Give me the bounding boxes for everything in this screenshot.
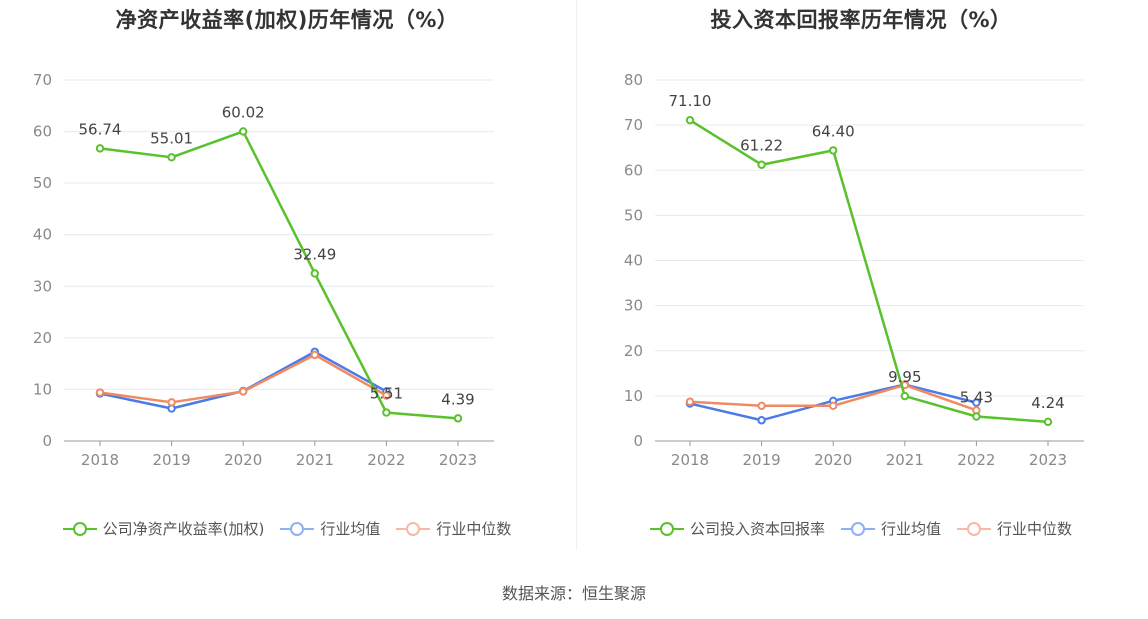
legend-line-marker-icon bbox=[840, 521, 875, 536]
chart-legend: 公司投入资本回报率 行业均值 行业中位数 bbox=[574, 518, 1148, 539]
chart-title: 投入资本回报率历年情况（%） bbox=[710, 8, 1012, 32]
legend-line-marker-icon bbox=[280, 521, 315, 536]
legend-line-marker-icon bbox=[396, 521, 431, 536]
data-label: 4.24 bbox=[1031, 394, 1064, 412]
x-tick-label: 2022 bbox=[367, 451, 405, 469]
x-tick-label: 2019 bbox=[743, 451, 781, 469]
roe-line-chart: 0 10 20 30 40 50 60 70 2018 2019 2020 2021 2022 2023 5… bbox=[33, 71, 494, 469]
legend-item-industry-avg[interactable]: 行业均值 bbox=[280, 518, 380, 539]
data-label: 55.01 bbox=[150, 129, 193, 147]
data-point bbox=[382, 391, 391, 400]
legend-label: 行业均值 bbox=[880, 520, 941, 538]
x-tick-label: 2020 bbox=[224, 451, 262, 469]
legend-line-marker-icon bbox=[957, 521, 991, 536]
y-tick-label: 40 bbox=[624, 252, 643, 270]
data-point bbox=[1043, 417, 1053, 427]
data-label: 32.49 bbox=[293, 245, 336, 263]
legend-label: 公司投入资本回报率 bbox=[689, 520, 825, 538]
x-tick-label: 2023 bbox=[439, 451, 477, 469]
roe-chart-panel: 净资产收益率(加权)历年情况（%） 0 10 20 30 40 50 60 70 2018 201… bbox=[0, 0, 574, 560]
data-point bbox=[972, 412, 981, 421]
legend-line-marker-icon bbox=[62, 521, 97, 536]
data-point bbox=[310, 269, 319, 278]
x-tick-label: 2020 bbox=[814, 451, 852, 469]
legend-item-company-roe[interactable]: 公司净资产收益率(加权) bbox=[62, 518, 265, 539]
data-point bbox=[900, 391, 909, 401]
legend-label: 公司净资产收益率(加权) bbox=[102, 520, 265, 538]
legend-item-industry-median[interactable]: 行业中位数 bbox=[957, 518, 1072, 539]
data-label: 9.95 bbox=[888, 368, 921, 386]
data-point bbox=[310, 350, 319, 360]
roic-chart-panel: 投入资本回报率历年情况（%） 0 10 20 30 40 50 60 70 80 2018 2019… bbox=[574, 0, 1148, 560]
data-point bbox=[167, 398, 176, 407]
data-label: 61.22 bbox=[740, 137, 783, 155]
data-point bbox=[757, 401, 766, 411]
data-label: 64.40 bbox=[812, 122, 855, 140]
legend-item-industry-avg[interactable]: 行业均值 bbox=[840, 518, 941, 539]
y-tick-label: 20 bbox=[624, 342, 643, 360]
data-point bbox=[829, 401, 838, 411]
y-tick-label: 50 bbox=[33, 174, 52, 192]
y-tick-label: 70 bbox=[624, 116, 643, 134]
y-tick-label: 10 bbox=[624, 387, 643, 405]
y-tick-label: 30 bbox=[33, 277, 52, 295]
data-point bbox=[685, 115, 695, 125]
x-tick-label: 2022 bbox=[957, 451, 995, 469]
chart-title: 净资产收益率(加权)历年情况（%） bbox=[115, 8, 459, 32]
x-tick-label: 2021 bbox=[296, 451, 334, 469]
y-tick-label: 60 bbox=[33, 123, 52, 141]
legend-line-marker-icon bbox=[649, 521, 684, 536]
y-tick-label: 60 bbox=[624, 161, 643, 179]
y-tick-label: 80 bbox=[624, 71, 643, 89]
y-tick-label: 30 bbox=[624, 297, 643, 315]
x-tick-label: 2019 bbox=[153, 451, 191, 469]
y-tick-label: 50 bbox=[624, 206, 643, 224]
x-tick-label: 2018 bbox=[81, 451, 119, 469]
x-tick-label: 2018 bbox=[671, 451, 709, 469]
y-tick-label: 70 bbox=[33, 71, 52, 89]
roic-line-chart: 0 10 20 30 40 50 60 70 80 2018 2019 2020 2021 2022 202… bbox=[624, 71, 1084, 469]
y-tick-label: 0 bbox=[633, 432, 643, 450]
y-tick-label: 10 bbox=[33, 380, 52, 398]
x-tick-label: 2021 bbox=[886, 451, 924, 469]
legend-label: 行业中位数 bbox=[997, 520, 1073, 538]
legend-label: 行业均值 bbox=[320, 520, 381, 538]
data-label: 60.02 bbox=[222, 103, 265, 121]
data-label: 5.51 bbox=[370, 385, 403, 403]
data-point bbox=[757, 160, 766, 169]
series-line bbox=[99, 130, 459, 420]
y-tick-label: 20 bbox=[33, 329, 52, 347]
legend-item-industry-median[interactable]: 行业中位数 bbox=[396, 518, 511, 539]
data-point bbox=[453, 414, 463, 423]
data-label: 5.43 bbox=[960, 388, 993, 406]
x-tick-label: 2023 bbox=[1029, 451, 1067, 469]
chart-legend: 公司净资产收益率(加权) 行业均值 行业中位数 bbox=[0, 518, 574, 539]
data-label: 71.10 bbox=[669, 92, 712, 110]
series-line bbox=[99, 350, 388, 410]
data-point bbox=[239, 127, 248, 136]
data-point bbox=[972, 398, 981, 407]
data-point bbox=[95, 388, 105, 397]
y-tick-label: 40 bbox=[33, 226, 52, 244]
legend-item-company-roic[interactable]: 公司投入资本回报率 bbox=[649, 518, 825, 539]
data-point bbox=[757, 416, 766, 425]
data-point bbox=[382, 408, 391, 417]
data-source-caption: 数据来源：恒生聚源 bbox=[501, 584, 646, 603]
data-point bbox=[95, 144, 105, 153]
series-line bbox=[689, 119, 1049, 424]
data-point bbox=[685, 397, 695, 406]
data-point bbox=[239, 387, 248, 396]
y-tick-label: 0 bbox=[42, 432, 52, 450]
panel-divider bbox=[576, 0, 577, 550]
data-point bbox=[167, 153, 176, 162]
data-point bbox=[829, 146, 838, 155]
data-label: 56.74 bbox=[79, 120, 122, 138]
data-label: 4.39 bbox=[441, 390, 474, 408]
legend-label: 行业中位数 bbox=[436, 520, 512, 538]
